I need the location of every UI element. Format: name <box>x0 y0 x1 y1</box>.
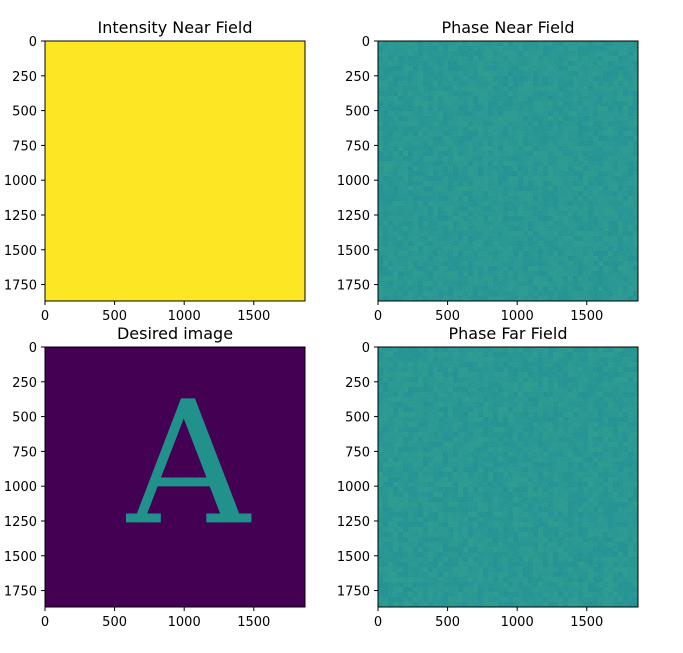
x-tick-label: 1000 <box>168 615 201 630</box>
y-tick-label: 0 <box>29 35 37 50</box>
y-tick-label: 250 <box>345 70 370 85</box>
x-tick-label: 0 <box>374 615 382 630</box>
y-tick-label: 500 <box>12 105 37 120</box>
x-tick-label: 1000 <box>501 309 534 324</box>
y-tick-label: 1750 <box>4 585 37 600</box>
panel-phase-near-field: Phase Near Field 0 500 1000 1500 0 250 500 750 1… <box>337 18 639 324</box>
y-tick-label: 1250 <box>337 209 370 224</box>
y-tick-label: 1750 <box>337 279 370 294</box>
x-tick-label: 1000 <box>501 615 534 630</box>
axis-ticks: 0 500 1000 1500 0 250 500 750 1000 1250 1500 1750 <box>337 341 603 630</box>
y-tick-label: 1500 <box>337 550 370 565</box>
heatmap-fill <box>45 41 305 301</box>
x-tick-label: 1500 <box>237 309 270 324</box>
x-tick-label: 500 <box>102 309 127 324</box>
panel-title: Desired image <box>117 324 233 343</box>
x-tick-label: 500 <box>102 615 127 630</box>
y-tick-label: 750 <box>345 445 370 460</box>
y-tick-label: 0 <box>362 35 370 50</box>
axes-frame <box>44 346 306 608</box>
y-tick-label: 0 <box>362 341 370 356</box>
x-tick-label: 0 <box>374 309 382 324</box>
heatmap-background <box>45 347 305 607</box>
panel-title: Phase Far Field <box>449 324 568 343</box>
heatmap-image <box>45 41 305 301</box>
axis-ticks: 0 500 1000 1500 0 250 500 750 1000 1250 1500 1750 <box>4 341 270 630</box>
noise-texture <box>378 41 638 301</box>
x-tick-label: 1500 <box>570 615 603 630</box>
panel-title: Intensity Near Field <box>98 18 253 37</box>
x-tick-label: 0 <box>41 615 49 630</box>
panel-desired-image: Desired image A 0 500 1000 1500 0 250 500 750 10… <box>4 324 306 630</box>
heatmap-image <box>378 41 638 301</box>
y-tick-label: 1000 <box>4 174 37 189</box>
y-tick-label: 750 <box>12 445 37 460</box>
y-tick-label: 1500 <box>4 550 37 565</box>
y-tick-label: 500 <box>345 105 370 120</box>
y-tick-label: 1000 <box>337 480 370 495</box>
panel-intensity-near-field: Intensity Near Field 0 500 1000 1500 0 250 500… <box>4 18 306 324</box>
panel-title: Phase Near Field <box>441 18 574 37</box>
y-tick-label: 1750 <box>337 585 370 600</box>
y-tick-label: 1000 <box>4 480 37 495</box>
axis-ticks: 0 500 1000 1500 0 250 500 750 1000 1250 1500 1750 <box>4 35 270 324</box>
heatmap-image: A <box>45 347 305 607</box>
y-tick-label: 500 <box>345 411 370 426</box>
x-tick-label: 1000 <box>168 309 201 324</box>
y-tick-label: 500 <box>12 411 37 426</box>
y-tick-label: 1750 <box>4 279 37 294</box>
y-tick-label: 1500 <box>4 244 37 259</box>
y-tick-label: 750 <box>12 139 37 154</box>
y-tick-label: 1250 <box>4 209 37 224</box>
x-tick-label: 1500 <box>237 615 270 630</box>
y-tick-label: 250 <box>12 376 37 391</box>
noise-texture <box>378 347 638 607</box>
axis-ticks: 0 500 1000 1500 0 250 500 750 1000 1250 1500 1750 <box>337 35 603 324</box>
y-tick-label: 1500 <box>337 244 370 259</box>
y-tick-label: 1250 <box>337 515 370 530</box>
axes-frame <box>44 40 306 302</box>
x-tick-label: 500 <box>435 309 460 324</box>
y-tick-label: 250 <box>12 70 37 85</box>
x-tick-label: 0 <box>41 309 49 324</box>
axes-frame <box>377 40 639 302</box>
heatmap-image <box>378 347 638 607</box>
x-tick-label: 500 <box>435 615 460 630</box>
y-tick-label: 750 <box>345 139 370 154</box>
y-tick-label: 250 <box>345 376 370 391</box>
x-tick-label: 1500 <box>570 309 603 324</box>
y-tick-label: 1250 <box>4 515 37 530</box>
y-tick-label: 0 <box>29 341 37 356</box>
glyph-letter: A <box>126 365 252 563</box>
axes-frame <box>377 346 639 608</box>
panel-phase-far-field: Phase Far Field 0 500 1000 1500 0 250 500 750 10… <box>337 324 639 630</box>
y-tick-label: 1000 <box>337 174 370 189</box>
